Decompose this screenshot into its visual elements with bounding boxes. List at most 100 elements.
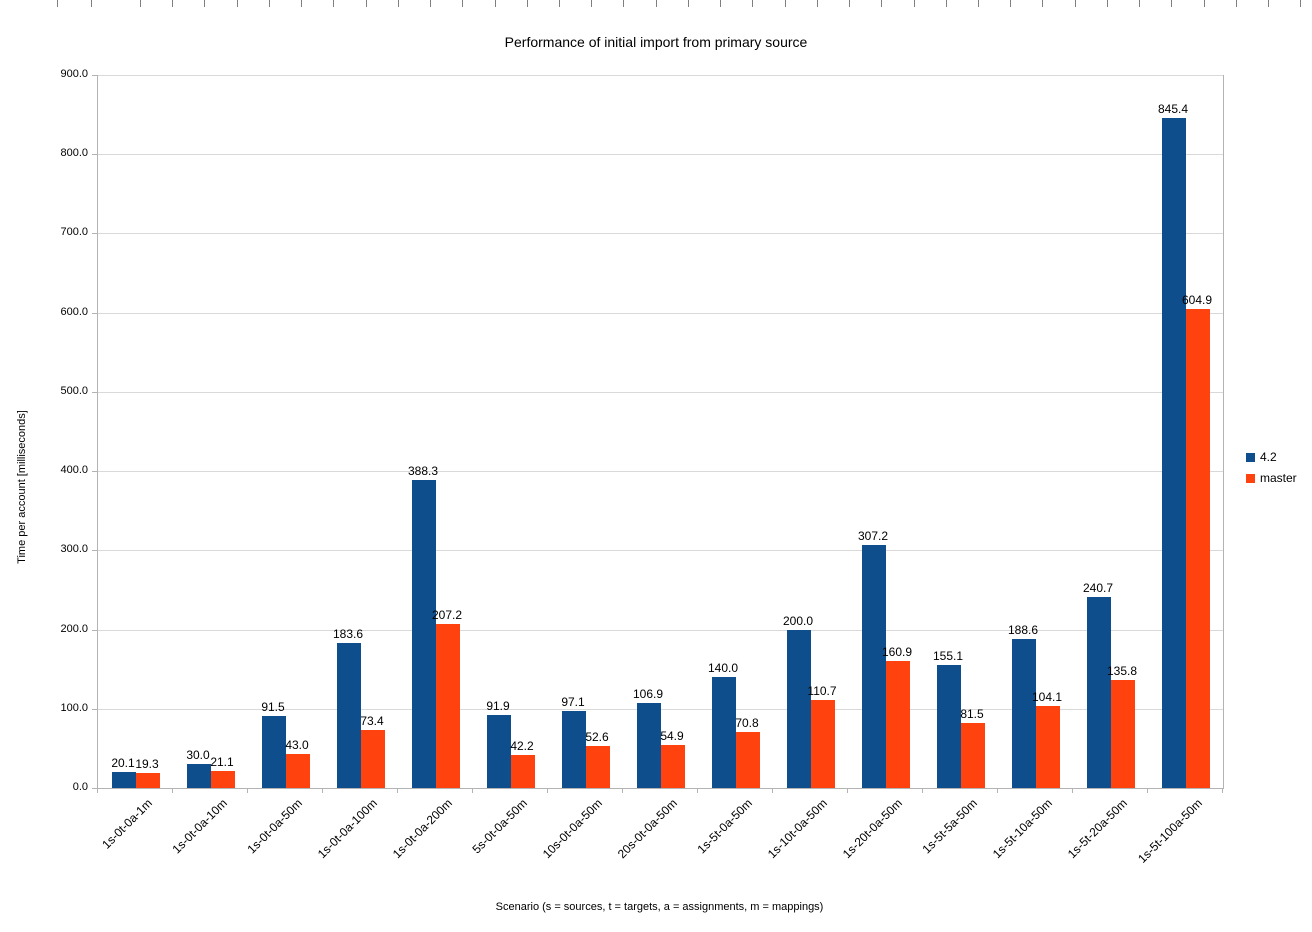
bar-master-1s-5t-20a-50m (1111, 680, 1135, 788)
spreadsheet-column-tick (1010, 0, 1011, 7)
bar-master-1s-5t-5a-50m (961, 723, 985, 788)
x-axis-tick (847, 788, 848, 793)
x-axis-tick (247, 788, 248, 793)
bar-value-label: 70.8 (735, 716, 759, 730)
y-axis-tick-label: 400.0 (60, 464, 88, 476)
y-axis-tick-label: 0.0 (72, 781, 88, 793)
bar-value-label: 106.9 (632, 687, 664, 701)
bar-value-label: 200.0 (782, 614, 814, 628)
spreadsheet-column-tick (656, 0, 657, 7)
bar-value-label: 30.0 (186, 748, 210, 762)
legend-swatch-icon (1246, 452, 1255, 462)
plot-area (97, 75, 1224, 789)
x-axis-tick (1147, 788, 1148, 793)
spreadsheet-column-tick (1236, 0, 1237, 7)
y-axis-tick-label: 100.0 (60, 702, 88, 714)
spreadsheet-column-tick (946, 0, 947, 7)
bar-master-1s-5t-0a-50m (736, 732, 760, 788)
y-axis-tick (92, 788, 97, 789)
bar-value-label: 54.9 (660, 729, 684, 743)
y-axis-tick (92, 233, 97, 234)
legend-swatch-icon (1246, 473, 1255, 483)
spreadsheet-column-tick (688, 0, 689, 7)
bar-value-label: 91.9 (486, 699, 510, 713)
gridline (98, 550, 1223, 551)
bar-4.2-20s-0t-0a-50m (637, 703, 661, 788)
spreadsheet-column-tick (527, 0, 528, 7)
x-axis-tick (697, 788, 698, 793)
bar-value-label: 20.1 (111, 756, 135, 770)
bar-value-label: 21.1 (210, 755, 234, 769)
legend-label: master (1260, 471, 1297, 485)
bar-value-label: 52.6 (585, 730, 609, 744)
y-axis-tick (92, 550, 97, 551)
x-axis-tick (997, 788, 998, 793)
bar-value-label: 388.3 (407, 464, 439, 478)
spreadsheet-column-tick (462, 0, 463, 7)
bar-value-label: 97.1 (561, 695, 585, 709)
x-axis-tick (1072, 788, 1073, 793)
bar-master-10s-0t-0a-50m (586, 746, 610, 788)
bar-value-label: 42.2 (510, 739, 534, 753)
bar-4.2-5s-0t-0a-50m (487, 715, 511, 788)
y-axis-tick (92, 630, 97, 631)
x-axis-title: Scenario (s = sources, t = targets, a = … (495, 901, 824, 913)
spreadsheet-column-tick (430, 0, 431, 7)
spreadsheet-column-tick (366, 0, 367, 7)
spreadsheet-column-tick (978, 0, 979, 7)
y-axis-tick-label: 500.0 (60, 385, 88, 397)
gridline (98, 154, 1223, 155)
x-axis-tick (397, 788, 398, 793)
bar-value-label: 104.1 (1031, 690, 1063, 704)
bar-value-label: 73.4 (360, 714, 384, 728)
gridline (98, 392, 1223, 393)
spreadsheet-column-tick (1042, 0, 1043, 7)
bar-master-1s-10t-0a-50m (811, 700, 835, 788)
bar-value-label: 604.9 (1181, 293, 1213, 307)
x-axis-tick (547, 788, 548, 793)
chart-title: Performance of initial import from prima… (504, 34, 808, 50)
gridline (98, 233, 1223, 234)
y-axis-tick (92, 709, 97, 710)
bar-value-label: 43.0 (285, 738, 309, 752)
spreadsheet-column-tick (720, 0, 721, 7)
bar-4.2-1s-0t-0a-200m (412, 480, 436, 788)
spreadsheet-column-tick (881, 0, 882, 7)
bar-master-1s-0t-0a-200m (436, 624, 460, 788)
bar-4.2-1s-5t-20a-50m (1087, 597, 1111, 788)
bar-4.2-1s-10t-0a-50m (787, 630, 811, 788)
bar-master-1s-5t-100a-50m (1186, 309, 1210, 788)
bar-4.2-1s-20t-0a-50m (862, 545, 886, 788)
legend: 4.2 master (1246, 450, 1297, 492)
x-axis-tick (97, 788, 98, 793)
x-axis-tick (472, 788, 473, 793)
bar-value-label: 160.9 (881, 645, 913, 659)
x-axis-tick (172, 788, 173, 793)
bar-value-label: 140.0 (707, 661, 739, 675)
spreadsheet-column-tick (817, 0, 818, 7)
spreadsheet-column-tick (1171, 0, 1172, 7)
spreadsheet-column-tick (1075, 0, 1076, 7)
spreadsheet-column-tick (269, 0, 270, 7)
spreadsheet-column-tick (91, 0, 92, 7)
bar-4.2-1s-5t-100a-50m (1162, 118, 1186, 788)
x-axis-tick (622, 788, 623, 793)
spreadsheet-column-tick (237, 0, 238, 7)
spreadsheet-column-tick (914, 0, 915, 7)
spreadsheet-column-tick (140, 0, 141, 7)
spreadsheet-column-tick (752, 0, 753, 7)
y-axis-tick (92, 75, 97, 76)
y-axis-tick (92, 154, 97, 155)
bar-master-1s-5t-10a-50m (1036, 706, 1060, 788)
spreadsheet-column-tick (591, 0, 592, 7)
bar-master-1s-0t-0a-1m (136, 773, 160, 788)
spreadsheet-column-tick (301, 0, 302, 7)
gridline (98, 471, 1223, 472)
bar-value-label: 188.6 (1007, 623, 1039, 637)
spreadsheet-column-tick (495, 0, 496, 7)
bar-4.2-1s-5t-5a-50m (937, 665, 961, 788)
spreadsheet-column-tick (1204, 0, 1205, 7)
bar-value-label: 207.2 (431, 608, 463, 622)
spreadsheet-column-tick (57, 0, 58, 7)
spreadsheet-column-tick (172, 0, 173, 7)
